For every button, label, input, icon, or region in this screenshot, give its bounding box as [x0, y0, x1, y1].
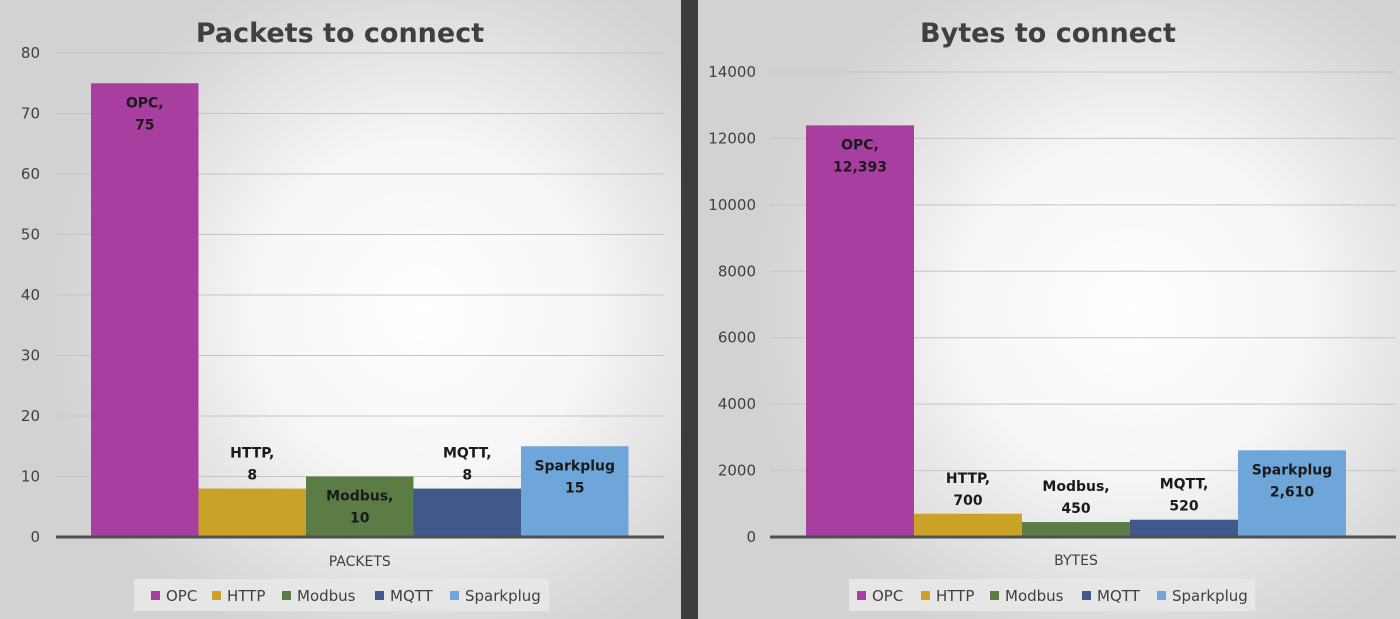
y-tick-label: 4000	[718, 395, 756, 413]
legend-box	[849, 579, 1255, 611]
legend-swatch-opc	[857, 591, 866, 600]
data-label-line: OPC,	[841, 137, 879, 153]
data-label-line: 75	[135, 117, 154, 133]
bar-http	[914, 513, 1022, 537]
legend-swatch-mqtt	[375, 591, 384, 600]
y-tick-label: 10000	[708, 196, 756, 214]
x-category-label: PACKETS	[329, 554, 391, 570]
y-tick-label: 70	[21, 105, 40, 123]
legend-swatch-opc	[151, 591, 160, 600]
chart-title: Bytes to connect	[920, 18, 1176, 49]
y-tick-label: 14000	[708, 63, 756, 81]
data-label-opc: OPC, 12,393	[833, 137, 887, 175]
bar-http	[198, 488, 306, 537]
data-label-sparkplug: Sparkplug 15	[534, 458, 615, 496]
bar-opc	[806, 125, 914, 537]
data-label-http: HTTP, 8	[230, 446, 274, 484]
legend-swatch-modbus	[282, 591, 291, 600]
chart-title: Packets to connect	[196, 18, 484, 49]
legend-label-modbus: Modbus	[1005, 587, 1064, 605]
legend-swatch-sparkplug	[1157, 591, 1166, 600]
y-tick-label: 10	[21, 468, 40, 486]
legend-swatch-http	[921, 591, 930, 600]
data-label-mqtt: MQTT, 8	[443, 446, 492, 484]
data-label-line: 450	[1061, 501, 1090, 517]
chart-panel-packets: Packets to connect 0 10 20 30 40 50 60 70 80 OPC, 7…	[0, 0, 681, 619]
y-tick-label: 12000	[708, 129, 756, 147]
data-label-line: HTTP,	[946, 471, 990, 487]
packets-chart: Packets to connect 0 10 20 30 40 50 60 70 80 OPC, 7…	[21, 18, 664, 611]
bar-modbus	[1022, 522, 1130, 537]
y-tick-label: 0	[746, 528, 756, 546]
panel-divider	[681, 0, 698, 619]
legend-box	[134, 579, 549, 611]
data-label-line: 8	[462, 468, 472, 484]
data-label-modbus: Modbus, 450	[1042, 479, 1109, 517]
data-label-line: 15	[565, 480, 584, 496]
data-label-line: 12,393	[833, 159, 887, 175]
y-tick-label: 0	[30, 528, 40, 546]
y-tick-label: 20	[21, 407, 40, 425]
y-tick-label: 80	[21, 44, 40, 62]
bar-mqtt	[1130, 519, 1238, 537]
bar-sparkplug	[1238, 450, 1346, 537]
data-label-line: MQTT,	[1160, 477, 1209, 493]
legend-label-sparkplug: Sparkplug	[465, 587, 541, 605]
data-label-line: Sparkplug	[1252, 462, 1333, 478]
data-label-line: 2,610	[1270, 484, 1315, 500]
legend-swatch-mqtt	[1082, 591, 1091, 600]
y-tick-label: 8000	[718, 262, 756, 280]
legend-swatch-http	[212, 591, 221, 600]
legend-label-opc: OPC	[872, 587, 903, 605]
data-label-line: OPC,	[126, 95, 164, 111]
data-label-line: Modbus,	[326, 489, 393, 505]
legend-label-mqtt: MQTT	[390, 587, 434, 605]
bar-sparkplug	[521, 446, 629, 537]
y-tick-label: 30	[21, 347, 40, 365]
data-label-modbus: Modbus, 10	[326, 489, 393, 527]
legend-swatch-sparkplug	[450, 591, 459, 600]
data-label-mqtt: MQTT, 520	[1160, 477, 1209, 515]
data-label-line: HTTP,	[230, 446, 274, 462]
chart-panel-bytes: Bytes to connect 0 2000 4000 6000 8000 10000 12…	[698, 0, 1400, 619]
x-category-label: BYTES	[1054, 553, 1098, 569]
y-tick-label: 40	[21, 286, 40, 304]
data-label-line: 10	[350, 511, 370, 527]
bar-opc	[91, 83, 199, 537]
legend-label-opc: OPC	[166, 587, 197, 605]
data-label-line: 8	[247, 468, 257, 484]
legend-label-mqtt: MQTT	[1097, 587, 1141, 605]
data-label-line: 520	[1169, 499, 1198, 515]
bar-modbus	[306, 476, 414, 537]
legend-swatch-modbus	[990, 591, 999, 600]
data-label-sparkplug: Sparkplug 2,610	[1252, 462, 1333, 500]
bar-mqtt	[413, 488, 521, 537]
legend-label-sparkplug: Sparkplug	[1172, 587, 1248, 605]
data-label-opc: OPC, 75	[126, 95, 164, 133]
data-label-line: Modbus,	[1042, 479, 1109, 495]
y-tick-label: 2000	[718, 462, 756, 480]
y-tick-label: 6000	[718, 329, 756, 347]
bytes-chart: Bytes to connect 0 2000 4000 6000 8000 10000 12…	[708, 18, 1396, 611]
data-label-line: Sparkplug	[534, 458, 615, 474]
data-label-http: HTTP, 700	[946, 471, 990, 509]
legend-label-modbus: Modbus	[297, 587, 356, 605]
data-label-line: 700	[953, 493, 982, 509]
y-tick-label: 50	[21, 226, 40, 244]
legend-label-http: HTTP	[227, 587, 265, 605]
data-label-line: MQTT,	[443, 446, 492, 462]
y-tick-label: 60	[21, 165, 40, 183]
legend-label-http: HTTP	[936, 587, 974, 605]
